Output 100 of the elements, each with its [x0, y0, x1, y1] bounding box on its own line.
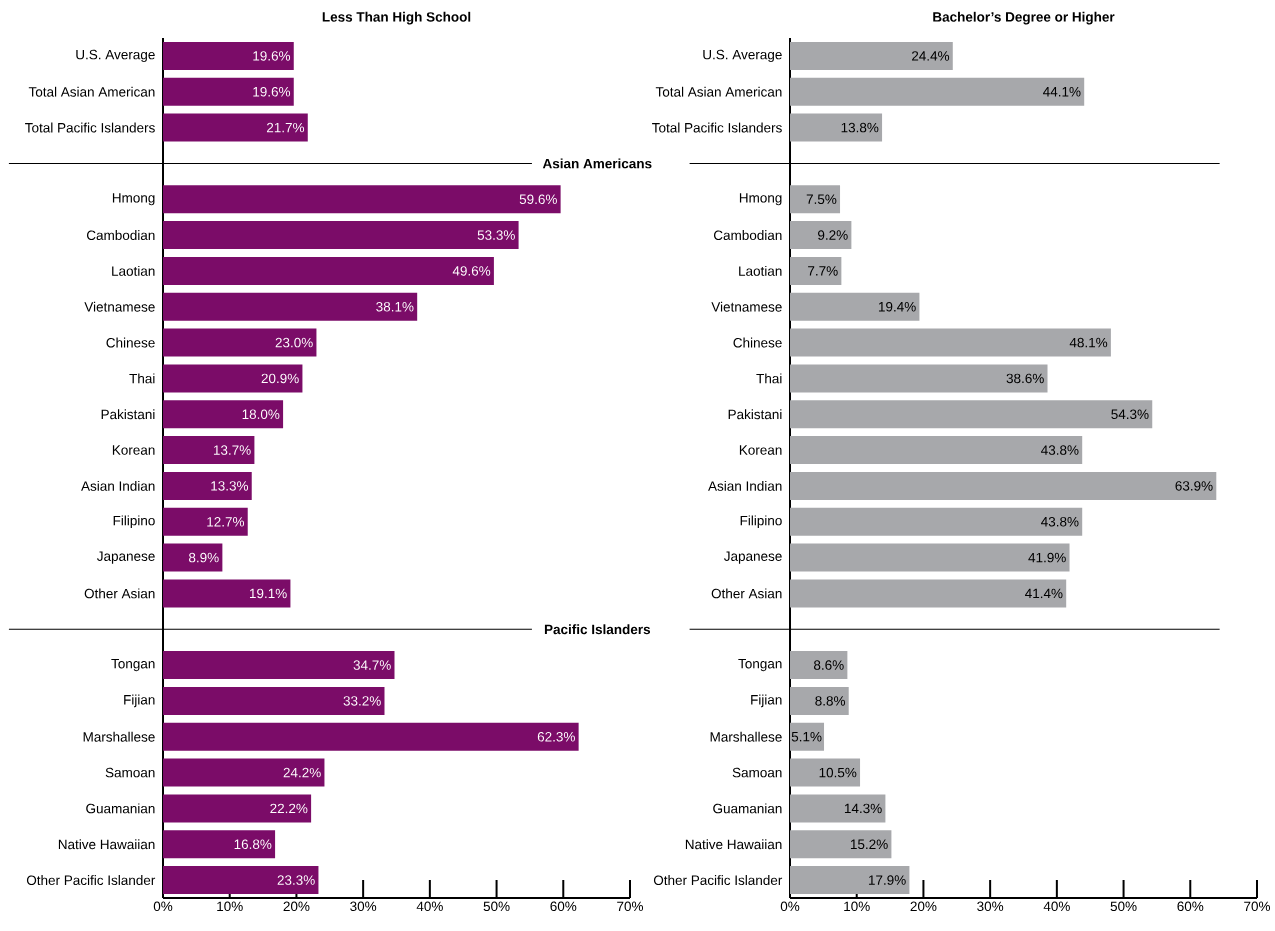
data-label: 48.1%: [1069, 337, 1108, 348]
y-tick-label: Asian Indian: [708, 480, 782, 491]
data-label: 38.1%: [376, 301, 414, 312]
data-label: 24.4%: [911, 51, 950, 61]
y-tick-label: Other Asian: [84, 588, 155, 599]
data-label: 14.3%: [844, 803, 882, 814]
y-tick-label: Samoan: [105, 767, 155, 778]
bar: [790, 507, 1083, 536]
bar: [790, 364, 1048, 393]
data-label: 8.8%: [815, 696, 846, 706]
bar: [163, 794, 312, 823]
y-tick-label: Asian Indian: [81, 480, 155, 491]
y-tick-label: Marshallese: [710, 731, 782, 742]
y-tick-label: U.S. Average: [76, 49, 155, 63]
chart-title: Bachelor’s Degree or Higher: [933, 11, 1115, 25]
y-tick-label: Tongan: [738, 659, 782, 672]
bar: [163, 364, 303, 393]
y-tick-label: Filipino: [740, 515, 782, 529]
data-label: 34.7%: [353, 660, 391, 670]
bar: [790, 221, 852, 250]
data-label: 63.9%: [1175, 481, 1213, 491]
data-label: 38.6%: [1006, 373, 1044, 384]
data-label: 19.6%: [253, 51, 291, 61]
data-label: 18.0%: [242, 409, 280, 420]
x-tick-label: 0%: [780, 901, 800, 912]
x-tick-label: 60%: [1177, 901, 1204, 912]
y-tick-label: Samoan: [732, 767, 782, 778]
bar: [790, 471, 1217, 500]
bar: [790, 866, 910, 895]
y-tick-label: Chinese: [106, 337, 155, 348]
y-tick-label: Japanese: [723, 551, 782, 564]
bar: [790, 113, 883, 142]
annotation: Pacific Islanders: [544, 624, 651, 635]
x-tick-label: 0%: [153, 901, 173, 912]
y-tick-label: Pakistani: [101, 409, 155, 420]
y-tick-label: Other Pacific Islander: [653, 875, 783, 886]
data-label: 19.1%: [249, 588, 287, 599]
data-label: 13.3%: [211, 481, 249, 491]
y-tick-label: Chinese: [733, 337, 782, 348]
bar: [790, 722, 825, 751]
data-label: 13.7%: [213, 445, 251, 455]
data-label: 41.9%: [1028, 552, 1066, 563]
bar: [163, 830, 276, 859]
x-tick-label: 30%: [977, 901, 1004, 912]
x-tick-label: 10%: [217, 901, 243, 912]
y-tick-label: Total Pacific Islanders: [652, 122, 782, 133]
y-tick-label: Total Pacific Islanders: [25, 122, 155, 133]
y-tick-label: Marshallese: [83, 731, 155, 742]
data-label: 44.1%: [1043, 87, 1081, 97]
y-tick-label: Filipino: [113, 515, 155, 529]
bar: [790, 400, 1153, 429]
bar: [163, 866, 319, 895]
data-label: 33.2%: [343, 696, 381, 706]
bar: [163, 686, 385, 715]
x-tick-label: 70%: [617, 901, 644, 912]
y-tick-label: Japanese: [96, 551, 155, 564]
data-label: 10.5%: [819, 767, 857, 778]
data-label: 41.4%: [1025, 588, 1063, 599]
data-label: 12.7%: [207, 516, 245, 527]
x-tick-label: 60%: [550, 901, 577, 912]
data-label: 8.9%: [188, 552, 219, 563]
data-label: 8.6%: [813, 660, 844, 670]
y-tick-label: Thai: [129, 373, 155, 384]
data-label: 7.5%: [806, 194, 837, 204]
y-tick-label: U.S. Average: [703, 49, 782, 63]
bar: [163, 758, 325, 787]
data-label: 43.8%: [1041, 445, 1079, 455]
data-label: 19.6%: [253, 86, 291, 97]
y-tick-label: Other Asian: [711, 588, 782, 599]
data-label: 62.3%: [537, 731, 575, 742]
y-tick-label: Total Asian American: [655, 86, 782, 97]
x-tick-label: 20%: [910, 901, 937, 912]
annotation: Asian Americans: [542, 158, 652, 169]
y-tick-label: Pakistani: [728, 409, 782, 420]
y-tick-label: Laotian: [739, 265, 782, 276]
y-tick-label: Fijian: [124, 694, 155, 708]
x-tick-label: 50%: [1110, 901, 1137, 912]
bar: [790, 830, 892, 859]
y-tick-label: Guamanian: [713, 803, 782, 814]
bar: [163, 41, 294, 70]
data-label: 43.8%: [1041, 516, 1079, 527]
y-tick-label: Tongan: [111, 659, 155, 672]
x-tick-label: 40%: [416, 901, 443, 912]
data-label: 7.7%: [808, 266, 838, 276]
y-tick-label: Native Hawaiian: [58, 839, 155, 850]
data-label: 24.2%: [283, 767, 321, 778]
chart-title: Less Than High School: [322, 11, 471, 25]
bar: [790, 436, 1083, 465]
y-tick-label: Hmong: [112, 193, 155, 206]
bar: [790, 579, 1067, 608]
y-tick-label: Laotian: [112, 265, 155, 276]
bar: [790, 794, 886, 823]
y-tick-label: Vietnamese: [84, 301, 155, 312]
data-label: 13.8%: [841, 122, 879, 133]
x-tick-label: 40%: [1043, 901, 1070, 912]
y-tick-label: Korean: [112, 445, 155, 455]
data-label: 16.8%: [234, 839, 272, 850]
y-tick-label: Native Hawaiian: [685, 839, 782, 850]
y-tick-label: Cambodian: [713, 230, 782, 241]
data-label: 9.2%: [818, 230, 848, 240]
